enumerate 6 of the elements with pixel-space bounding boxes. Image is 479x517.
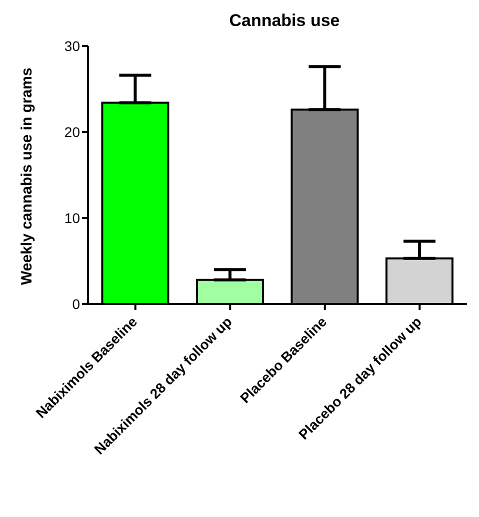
- chart-title: Cannabis use: [228, 10, 341, 32]
- y-axis-title: Weekly cannabis use in grams: [18, 68, 36, 285]
- y-tick-label: 10: [64, 210, 80, 226]
- y-tick-label: 30: [64, 38, 80, 54]
- y-tick-label: 0: [72, 296, 80, 312]
- y-tick-label: 20: [64, 124, 80, 140]
